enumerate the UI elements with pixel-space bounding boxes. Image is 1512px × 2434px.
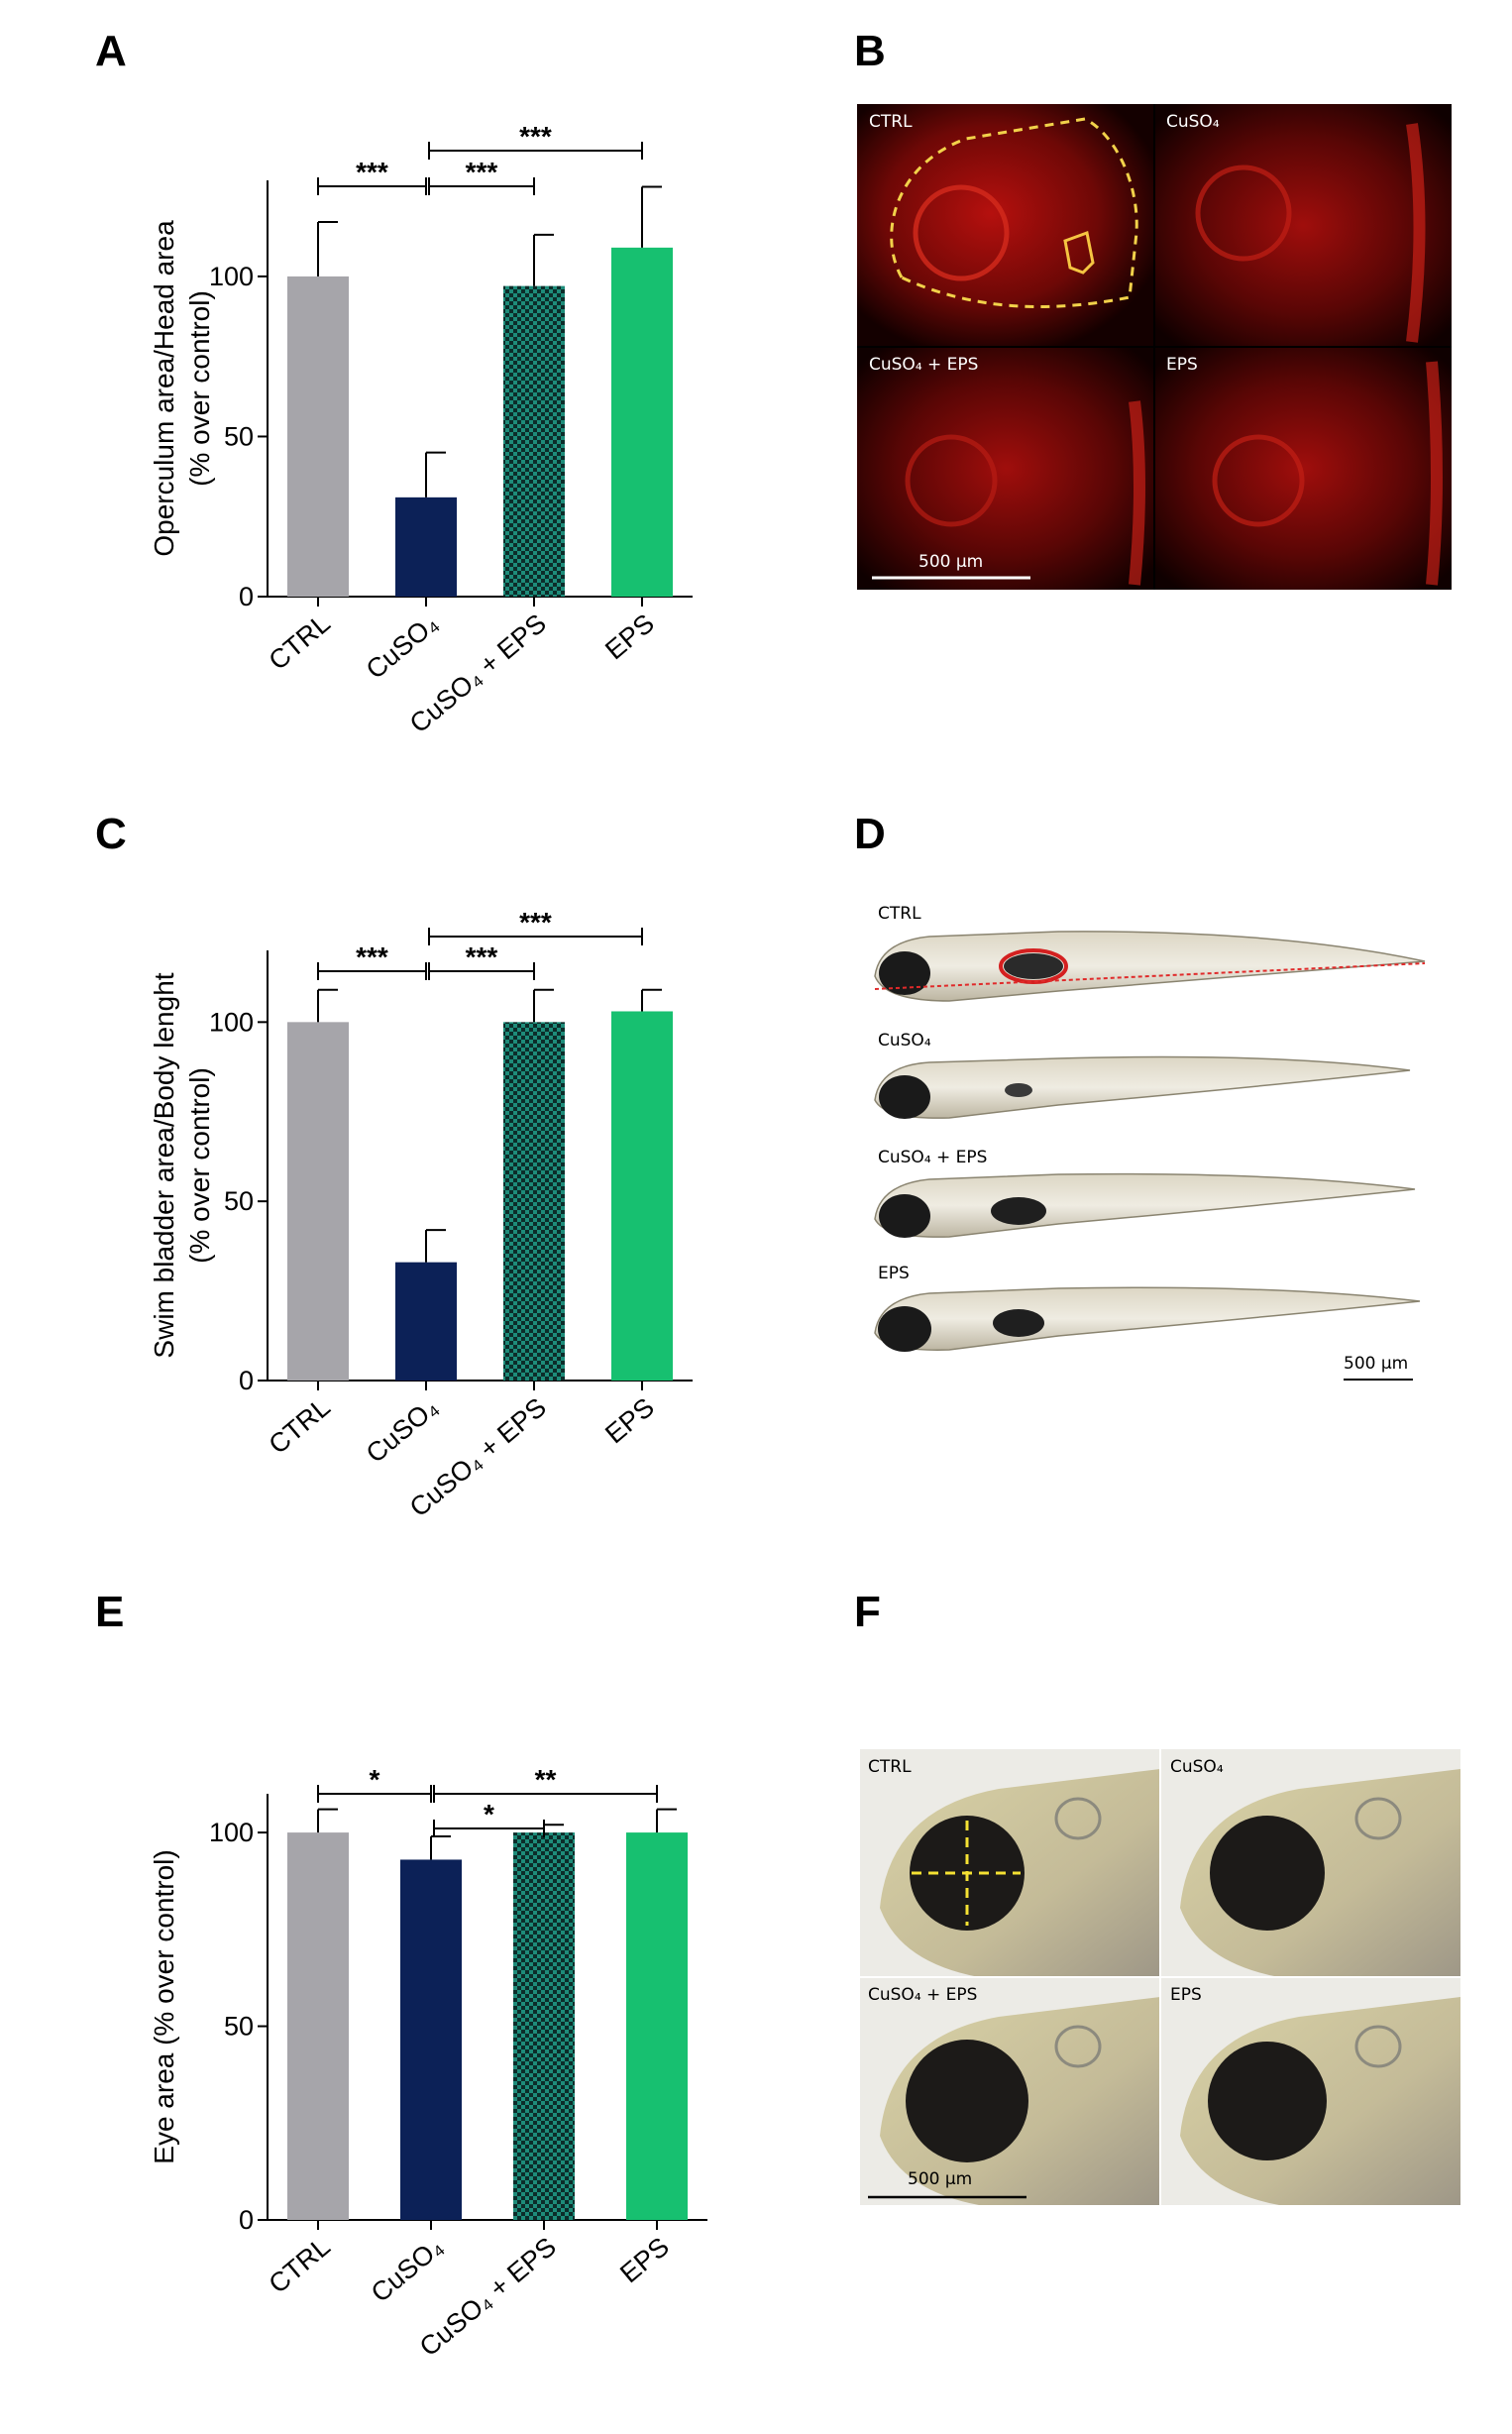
- x-tick-label: EPS: [614, 2232, 675, 2289]
- panel-letter-d: D: [854, 810, 886, 858]
- significance-label: ***: [356, 941, 388, 972]
- larvae-images: [874, 931, 1426, 1381]
- y-tick-label: 50: [224, 1186, 254, 1216]
- panel-letter-a: A: [95, 27, 127, 75]
- y-axis-label: Swim bladder area/Body lenght: [149, 972, 179, 1358]
- panel-letter-b: B: [854, 27, 886, 75]
- y-tick-label: 50: [224, 421, 254, 451]
- y-axis-label: (% over control): [184, 1067, 215, 1264]
- bar-2: [513, 1832, 575, 2220]
- y-tick-label: 0: [239, 582, 254, 611]
- caption-cuso4-eps: CuSO₄ + EPS: [868, 1985, 978, 2005]
- bar-0: [287, 1022, 349, 1381]
- caption-cuso4: CuSO₄: [878, 1031, 931, 1051]
- x-tick-label: CuSO₄: [366, 2232, 449, 2308]
- caption-cuso4: CuSO₄: [1166, 112, 1220, 132]
- bar-1: [395, 1262, 457, 1381]
- y-tick-label: 100: [209, 1818, 254, 1847]
- scale-bar-label: 500 µm: [908, 2169, 973, 2189]
- panel-letter-e: E: [95, 1588, 125, 1636]
- x-tick-label: CuSO₄: [361, 1392, 444, 1469]
- y-axis-label: Eye area (% over control): [149, 1849, 179, 2163]
- significance-label: ***: [466, 941, 498, 972]
- eye-images: [860, 1749, 1460, 2205]
- y-axis-label: Operculum area/Head area: [149, 220, 179, 557]
- y-axis-label: (% over control): [184, 290, 215, 487]
- caption-eps: EPS: [1166, 355, 1198, 375]
- y-tick-label: 0: [239, 2205, 254, 2235]
- bar-3: [626, 1832, 688, 2220]
- bar-0: [287, 276, 349, 597]
- significance-label: ***: [519, 907, 552, 938]
- caption-ctrl: CTRL: [869, 112, 913, 132]
- bar-2: [503, 1022, 565, 1381]
- caption-ctrl: CTRL: [868, 1757, 912, 1777]
- bar-2: [503, 285, 565, 597]
- caption-eps: EPS: [878, 1264, 910, 1283]
- eye-image-grid: CTRL CuSO₄ CuSO₄ + EPS EPS 500 µm: [860, 1749, 1460, 2205]
- bar-3: [611, 1011, 673, 1381]
- fluorescence-image-grid: CTRL CuSO₄ CuSO₄ + EPS EPS 500 µm: [857, 104, 1452, 590]
- significance-label: ***: [356, 157, 388, 187]
- y-tick-label: 100: [209, 1007, 254, 1037]
- panel-letter-c: C: [95, 810, 127, 858]
- larvae-image-panel: CTRL CuSO₄ CuSO₄ + EPS EPS 500 µm: [860, 892, 1455, 1387]
- significance-label: *: [370, 1764, 380, 1795]
- significance-label: **: [535, 1764, 557, 1795]
- bar-1: [400, 1859, 462, 2220]
- x-tick-label: EPS: [599, 1392, 660, 1450]
- caption-cuso4-eps: CuSO₄ + EPS: [869, 355, 979, 375]
- scale-bar-label: 500 µm: [1344, 1354, 1409, 1374]
- x-tick-label: CTRL: [264, 1392, 336, 1460]
- fluorescence-images: [857, 104, 1452, 590]
- x-tick-label: EPS: [599, 608, 660, 666]
- y-tick-label: 0: [239, 1366, 254, 1395]
- significance-label: *: [484, 1799, 494, 1829]
- caption-eps: EPS: [1170, 1985, 1202, 2005]
- x-tick-label: CTRL: [264, 2232, 336, 2299]
- significance-label: ***: [519, 121, 552, 152]
- caption-cuso4: CuSO₄: [1170, 1757, 1224, 1777]
- x-tick-label: CTRL: [264, 608, 336, 676]
- scale-bar-label: 500 µm: [918, 552, 984, 572]
- y-tick-label: 100: [209, 262, 254, 291]
- bar-1: [395, 497, 457, 597]
- panel-letter-f: F: [854, 1588, 881, 1636]
- caption-cuso4-eps: CuSO₄ + EPS: [878, 1148, 988, 1167]
- x-tick-label: CuSO₄: [361, 608, 444, 685]
- bar-0: [287, 1832, 349, 2220]
- caption-ctrl: CTRL: [878, 904, 921, 924]
- y-tick-label: 50: [224, 2012, 254, 2042]
- bar-3: [611, 247, 673, 597]
- significance-label: ***: [466, 157, 498, 187]
